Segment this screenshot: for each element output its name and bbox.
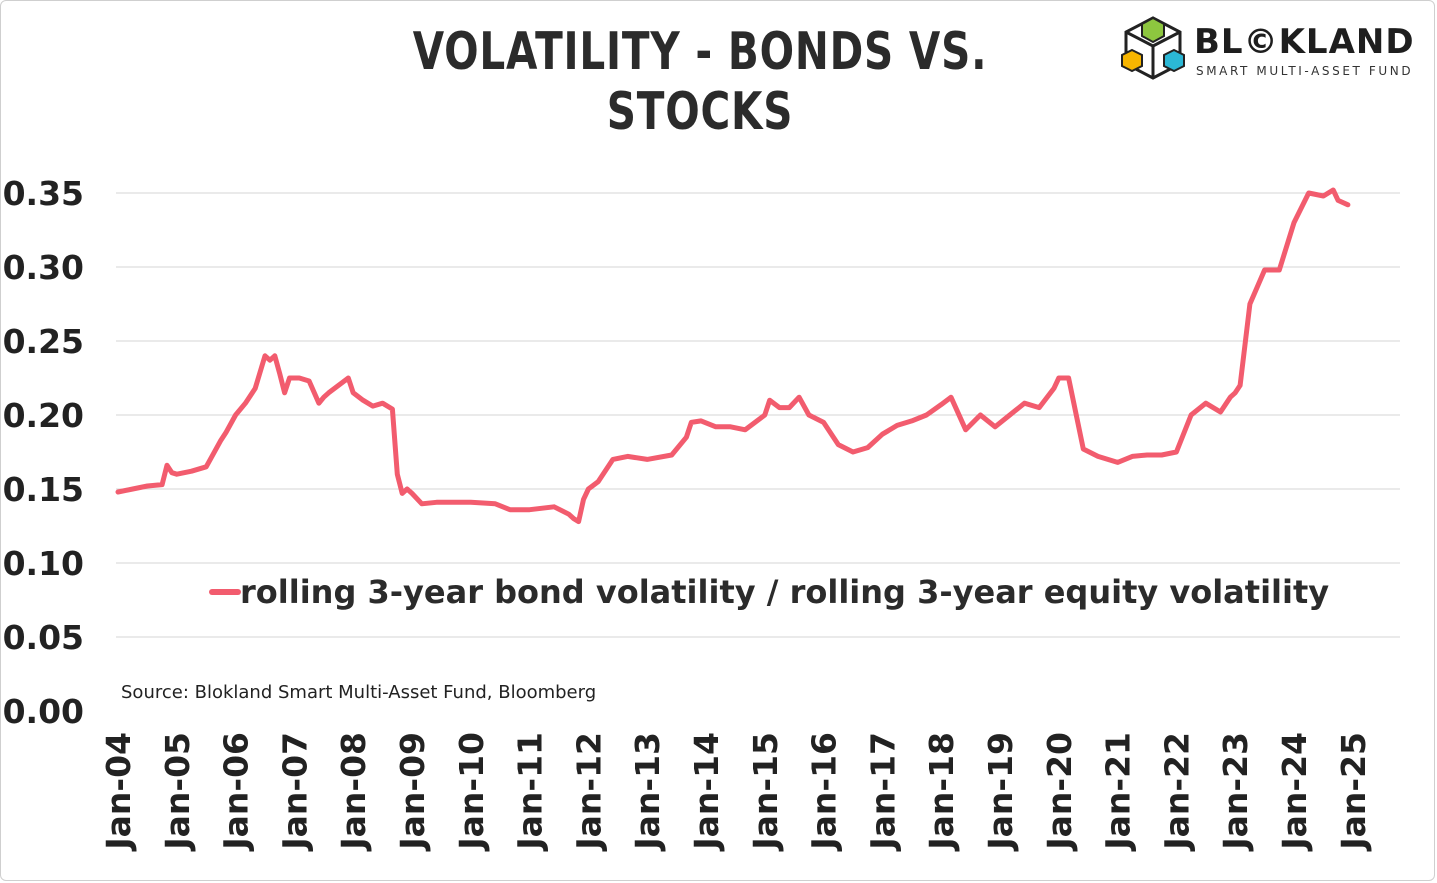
source-note: Source: Blokland Smart Multi-Asset Fund,… (121, 682, 597, 703)
series-line (115, 187, 1351, 525)
x-tick-label: Jan-17 (863, 732, 902, 852)
y-tick-label: 0.10 (3, 544, 84, 583)
chart-legend: rolling 3-year bond volatility / rolling… (209, 573, 1329, 611)
x-tick-label: Jan-08 (334, 732, 373, 852)
cube-logo-icon (1121, 16, 1185, 80)
x-tick-label: Jan-24 (1275, 732, 1314, 852)
x-tick-label: Jan-12 (569, 732, 608, 852)
chart-title: VOLATILITY - BONDS VS. STOCKS (412, 22, 988, 142)
x-tick-label: Jan-11 (511, 732, 550, 852)
x-tick-label: Jan-04 (99, 732, 138, 852)
x-tick-label: Jan-25 (1334, 732, 1373, 852)
y-axis-ticks: 0.00 0.05 0.10 0.15 0.20 0.25 0.30 0.35 (3, 174, 84, 731)
x-tick-label: Jan-13 (628, 732, 667, 852)
x-tick-label: Jan-20 (1040, 732, 1079, 852)
series-layer (115, 187, 1351, 525)
y-tick-label: 0.15 (3, 470, 84, 509)
x-tick-label: Jan-05 (158, 732, 197, 852)
green-cube-icon (1141, 16, 1165, 44)
blue-cube-icon (1163, 48, 1185, 73)
brand-subtitle: SMART MULTI-ASSET FUND (1196, 64, 1414, 78)
brand-name: BL©KLAND (1194, 22, 1415, 62)
grid-lines (116, 192, 1400, 638)
x-axis-ticks: Jan-04 Jan-05 Jan-06 Jan-07 Jan-08 Jan-09 Jan-… (99, 732, 1373, 852)
y-tick-label: 0.25 (3, 322, 84, 361)
x-tick-label: Jan-21 (1099, 732, 1138, 852)
y-tick-label: 0.05 (3, 618, 84, 657)
x-tick-label: Jan-18 (922, 732, 961, 852)
brand-logo: BL©KLAND SMART MULTI-ASSET FUND (1118, 14, 1418, 86)
x-tick-label: Jan-07 (275, 732, 314, 852)
x-tick-label: Jan-06 (217, 732, 256, 852)
x-tick-label: Jan-22 (1157, 732, 1196, 852)
x-tick-label: Jan-23 (1216, 732, 1255, 852)
legend-label: rolling 3-year bond volatility / rolling… (240, 573, 1329, 611)
y-tick-label: 0.20 (3, 396, 84, 435)
y-tick-label: 0.30 (3, 248, 84, 287)
y-tick-label: 0.00 (3, 692, 84, 731)
x-tick-label: Jan-10 (452, 732, 491, 852)
yellow-cube-icon (1121, 48, 1143, 73)
y-tick-label: 0.35 (3, 174, 84, 213)
x-tick-label: Jan-15 (746, 732, 785, 852)
x-tick-label: Jan-16 (805, 732, 844, 852)
x-tick-label: Jan-09 (393, 732, 432, 852)
x-tick-label: Jan-19 (981, 732, 1020, 852)
x-tick-label: Jan-14 (687, 732, 726, 852)
